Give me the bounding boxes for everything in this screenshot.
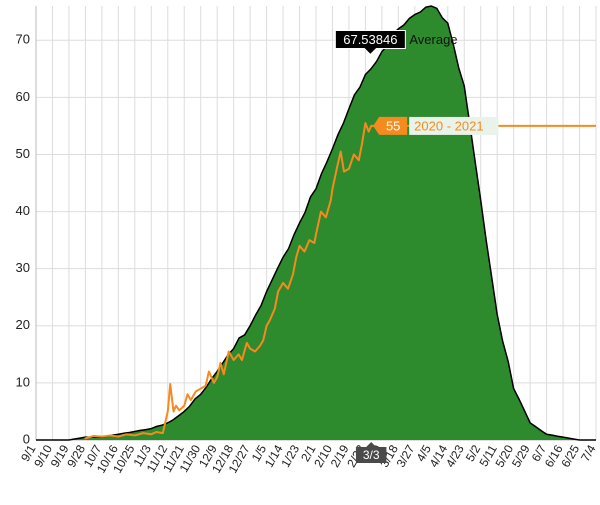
y-tick-label: 40 bbox=[16, 203, 30, 218]
current-callout-label: 2020 - 2021 bbox=[414, 118, 483, 133]
y-tick-label: 70 bbox=[16, 32, 30, 47]
y-tick-label: 10 bbox=[16, 374, 30, 389]
y-tick-label: 20 bbox=[16, 317, 30, 332]
x-marker-label: 3/3 bbox=[363, 448, 380, 462]
y-tick-label: 60 bbox=[16, 89, 30, 104]
average-callout-label: Average bbox=[409, 32, 457, 47]
y-tick-label: 50 bbox=[16, 146, 30, 161]
average-callout-value: 67.53846 bbox=[343, 32, 397, 47]
current-callout-value: 55 bbox=[386, 118, 400, 133]
time-series-chart: 0102030405060709/19/109/199/2810/710/161… bbox=[0, 0, 600, 505]
chart-root: 0102030405060709/19/109/199/2810/710/161… bbox=[0, 0, 600, 505]
y-tick-label: 30 bbox=[16, 260, 30, 275]
